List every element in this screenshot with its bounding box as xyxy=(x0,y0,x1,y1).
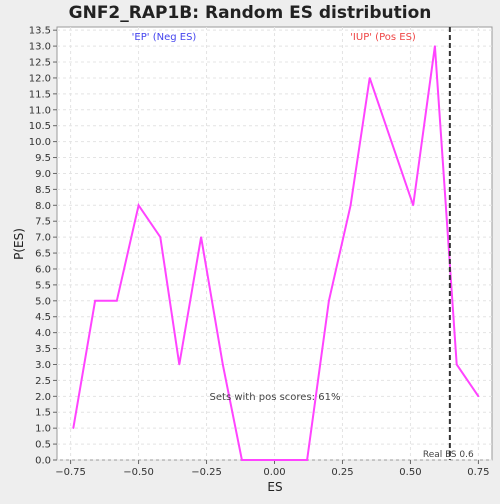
y-tick-label: 12.0 xyxy=(29,73,51,84)
annotation-label: 'IUP' (Pos ES) xyxy=(350,32,416,43)
y-tick-label: 6.5 xyxy=(35,249,51,260)
x-tick-label: 0.50 xyxy=(399,467,421,478)
y-tick-label: 8.5 xyxy=(35,185,51,196)
data-point xyxy=(349,204,352,207)
annotation-label: 'EP' (Neg ES) xyxy=(132,32,197,43)
data-point xyxy=(390,140,393,143)
x-tick-label: 0.00 xyxy=(263,467,285,478)
data-point xyxy=(241,459,243,461)
y-tick-label: 10.5 xyxy=(29,121,51,132)
x-tick-label: −0.25 xyxy=(191,467,222,478)
y-tick-label: 1.0 xyxy=(35,424,51,435)
data-point xyxy=(94,300,96,302)
data-point xyxy=(116,300,118,302)
y-tick-label: 12.5 xyxy=(29,58,51,69)
data-point xyxy=(222,363,224,366)
y-tick-label: 3.0 xyxy=(35,360,51,371)
y-tick-label: 7.0 xyxy=(35,233,51,244)
y-tick-label: 8.0 xyxy=(35,201,51,212)
y-tick-label: 11.0 xyxy=(29,105,51,116)
y-tick-label: 7.5 xyxy=(35,217,51,228)
y-tick-label: 3.5 xyxy=(35,344,51,355)
data-point xyxy=(284,459,287,461)
y-tick-label: 1.5 xyxy=(35,408,51,419)
annotation-label: Sets with pos scores: 61% xyxy=(210,392,341,403)
x-tick-label: 0.25 xyxy=(331,467,353,478)
grid-lines xyxy=(57,27,492,461)
data-point xyxy=(412,204,414,207)
y-tick-label: 4.5 xyxy=(35,312,51,323)
data-point xyxy=(178,363,181,366)
x-tick-label: −0.50 xyxy=(123,467,154,478)
y-tick-label: 11.5 xyxy=(29,89,51,100)
y-tick-label: 2.0 xyxy=(35,392,51,403)
real-es-label: Real ES 0.6 xyxy=(423,450,474,460)
y-tick-label: 2.5 xyxy=(35,376,51,387)
y-tick-label: 13.0 xyxy=(29,42,51,53)
x-tick-label: 0.75 xyxy=(467,467,489,478)
chart-title: GNF2_RAP1B: Random ES distribution xyxy=(69,3,432,23)
data-point xyxy=(200,236,202,238)
y-tick-label: 5.0 xyxy=(35,296,51,307)
data-point xyxy=(368,77,371,79)
data-point xyxy=(306,459,308,461)
es-distribution-line xyxy=(72,45,480,461)
data-point xyxy=(328,300,330,302)
y-tick-label: 6.0 xyxy=(35,264,51,275)
data-point xyxy=(434,45,436,47)
y-tick-label: 0.0 xyxy=(35,456,51,467)
x-tick-label: −0.75 xyxy=(55,467,86,478)
data-point xyxy=(477,395,480,398)
series-layer xyxy=(72,45,480,461)
y-tick-label: 4.0 xyxy=(35,328,51,339)
y-tick-label: 13.5 xyxy=(29,26,51,37)
data-point xyxy=(137,204,140,207)
annotation-layer: Real ES 0.6 'EP' (Neg ES) 'IUP' (Pos ES) Se… xyxy=(132,27,474,460)
data-point xyxy=(72,427,75,429)
data-point xyxy=(159,236,162,238)
y-tick-label: 9.5 xyxy=(35,153,51,164)
y-tick-label: 10.0 xyxy=(29,137,51,148)
y-tick-label: 5.5 xyxy=(35,280,51,291)
data-point xyxy=(262,459,265,461)
y-axis-label: P(ES) xyxy=(12,228,26,260)
y-tick-label: 9.0 xyxy=(35,169,51,180)
data-point xyxy=(455,363,458,366)
y-axis: 0.0 0.5 1.0 1.5 2.0 2.5 3.0 3.5 4.0 4.5 5.0 5.5 6.0 6… xyxy=(29,26,57,467)
y-tick-label: 0.5 xyxy=(35,440,51,451)
x-axis-label: ES xyxy=(267,480,282,494)
